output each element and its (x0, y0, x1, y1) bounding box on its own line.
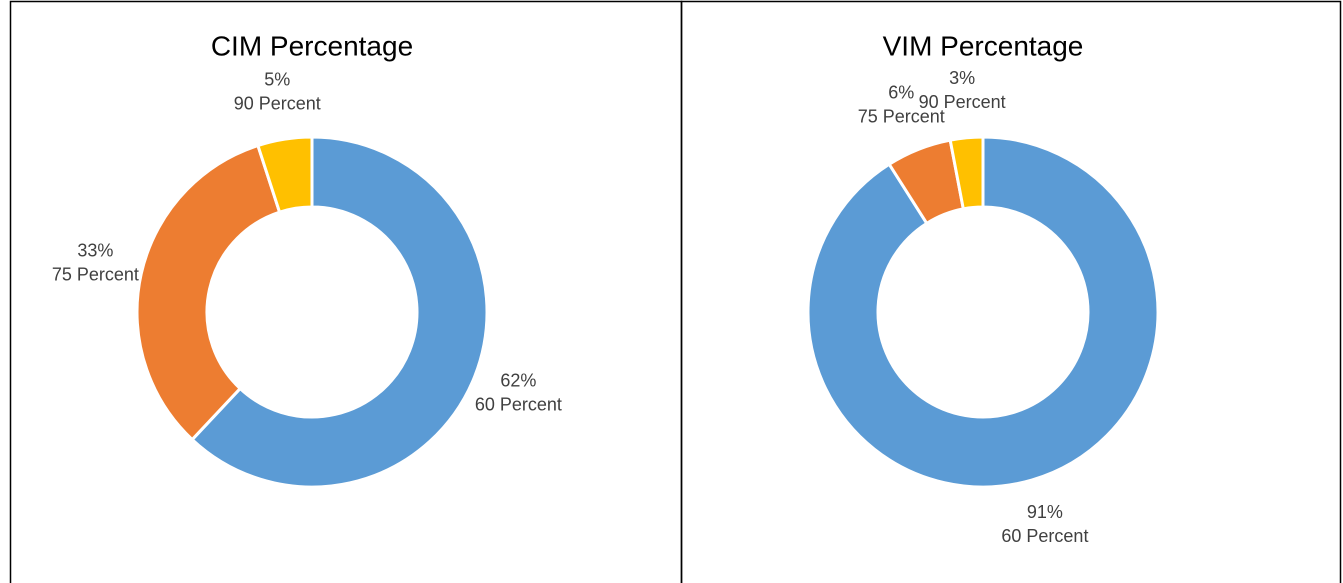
value-label: 3% (949, 68, 975, 88)
value-label: 5% (264, 69, 290, 89)
data-label: 5% 90 Percent (234, 69, 321, 113)
data-label: 62% 60 Percent (475, 370, 562, 414)
donut-slice (190, 135, 489, 489)
donut-slice (948, 135, 985, 211)
data-label: 6% 75 Percent (858, 82, 945, 126)
category-label: 75 Percent (858, 106, 945, 126)
panel-border (680, 0, 1342, 583)
donut-slice (806, 135, 1160, 489)
value-label: 6% (888, 82, 914, 102)
value-label: 62% (500, 370, 536, 390)
data-label: 33% 75 Percent (52, 240, 139, 284)
data-label: 3% 90 Percent (919, 68, 1006, 112)
value-label: 33% (77, 240, 113, 260)
panel-border (9, 0, 683, 583)
category-label: 90 Percent (234, 93, 321, 113)
value-label: 91% (1027, 502, 1063, 522)
chart-title: CIM Percentage (211, 30, 413, 61)
data-label: 91% 60 Percent (1001, 502, 1088, 546)
category-label: 60 Percent (1001, 526, 1088, 546)
category-label: 90 Percent (919, 92, 1006, 112)
category-label: 75 Percent (52, 264, 139, 284)
donut-slice (256, 135, 314, 215)
chart-title: VIM Percentage (883, 30, 1084, 61)
category-label: 60 Percent (475, 394, 562, 414)
donut-slice (135, 143, 282, 442)
